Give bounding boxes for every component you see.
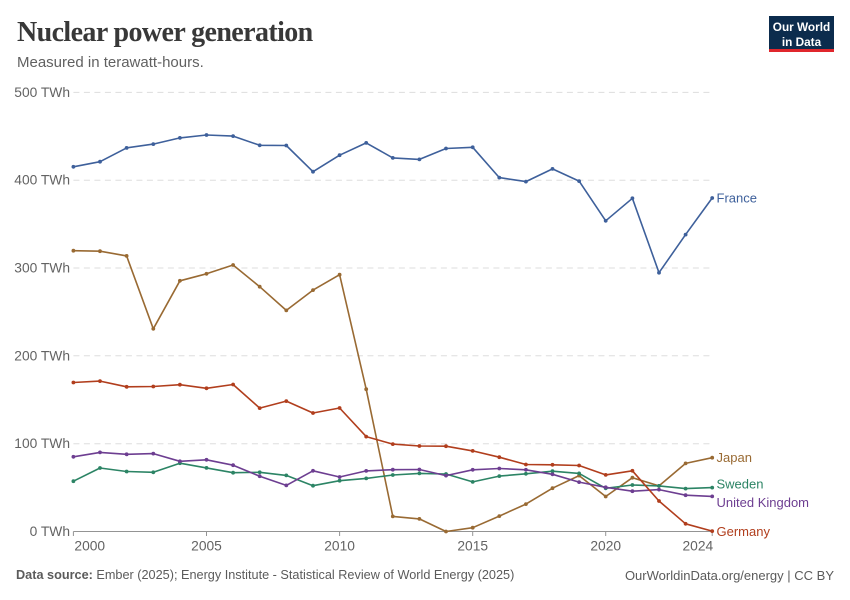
svg-text:500 TWh: 500 TWh: [14, 85, 70, 100]
svg-text:200 TWh: 200 TWh: [14, 348, 70, 363]
svg-text:0 TWh: 0 TWh: [30, 524, 70, 539]
svg-text:United Kingdom: United Kingdom: [717, 495, 810, 510]
svg-text:2020: 2020: [590, 539, 621, 554]
svg-text:2015: 2015: [457, 539, 488, 554]
svg-text:2010: 2010: [324, 539, 355, 554]
svg-text:100 TWh: 100 TWh: [14, 436, 70, 451]
svg-text:Germany: Germany: [717, 524, 771, 539]
svg-text:Sweden: Sweden: [717, 477, 764, 492]
svg-text:Japan: Japan: [717, 450, 752, 465]
svg-text:300 TWh: 300 TWh: [14, 261, 70, 276]
svg-text:2005: 2005: [191, 539, 222, 554]
svg-text:2024: 2024: [682, 539, 713, 554]
svg-text:France: France: [717, 191, 757, 206]
svg-text:400 TWh: 400 TWh: [14, 173, 70, 188]
svg-text:2000: 2000: [74, 539, 105, 554]
